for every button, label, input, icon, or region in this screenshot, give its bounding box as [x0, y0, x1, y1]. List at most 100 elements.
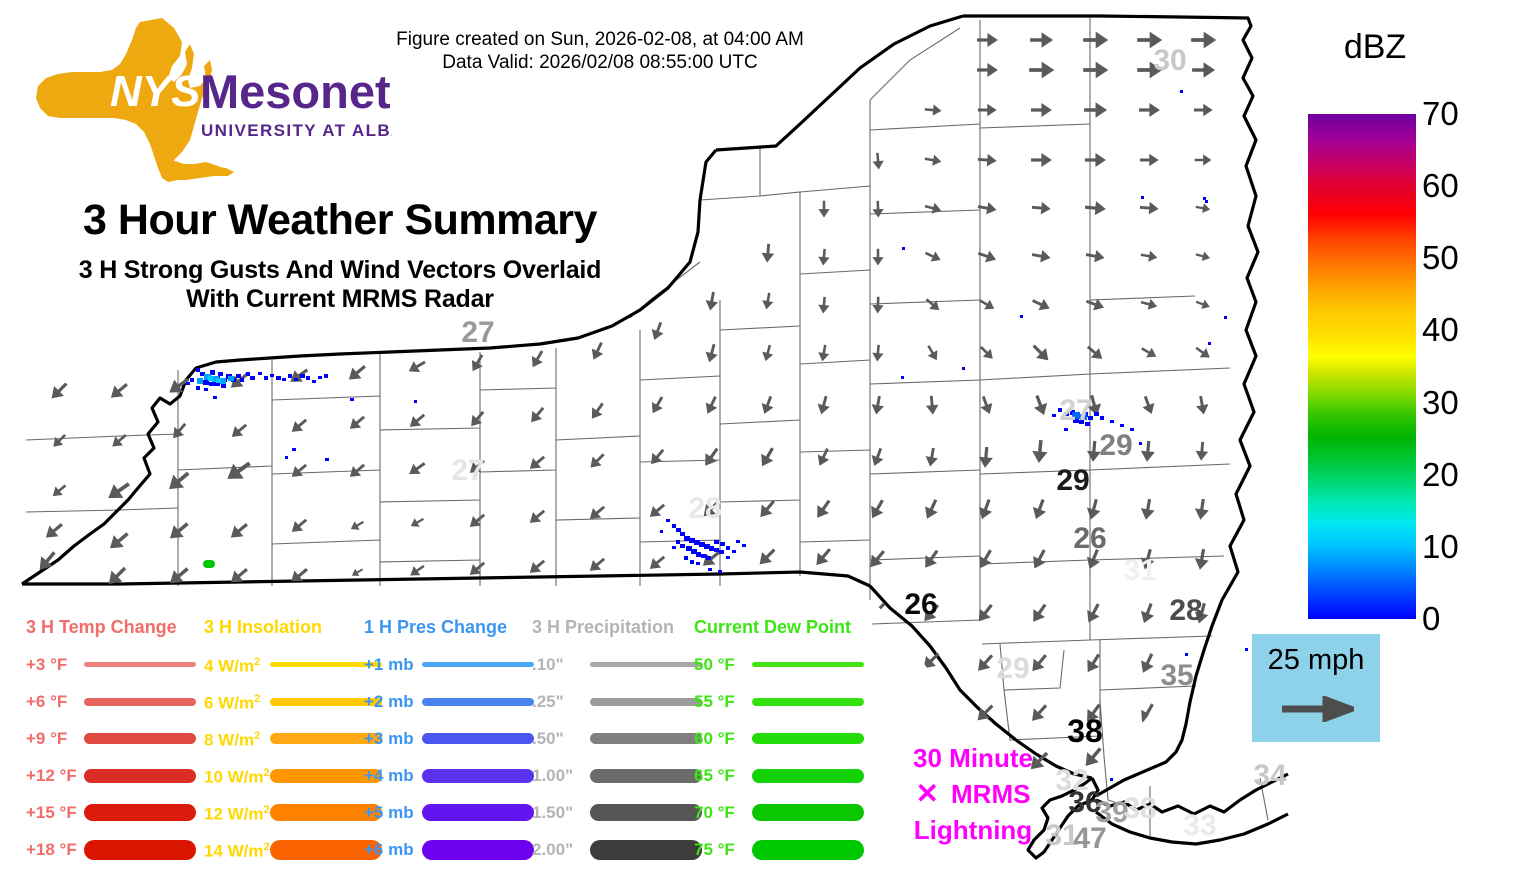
legend-rows: +3 °F +6 °F +9 °F +12 °F +15 °F +18 °F	[26, 646, 202, 868]
subtitle-line-2: With Current MRMS Radar	[186, 285, 494, 313]
legend-row-swatch-cell	[590, 768, 708, 783]
legend-row-label: +1 mb	[364, 655, 414, 674]
legend-row-label: 12 W/m2	[204, 804, 270, 824]
colorbar-title: dBZ	[1343, 28, 1407, 66]
legend-row-swatch-cell	[422, 768, 540, 783]
legend-row: 75 °F	[694, 831, 870, 868]
gust-value-label: 29	[1056, 464, 1089, 497]
legend-column-title: 1 H Pres Change	[364, 617, 508, 637]
legend-column-title: 3 H Insolation	[204, 617, 323, 637]
logo-nys-text: NYS	[110, 67, 200, 116]
legend-row-swatch-cell	[84, 662, 202, 667]
gust-value-labels: 3027272729292826312628293538323432363938…	[451, 44, 1287, 855]
colorbar-tick-70: 70	[1422, 95, 1459, 132]
legend-row-swatch-cell	[270, 733, 388, 744]
legend-row-swatch-cell	[422, 662, 540, 667]
legend-row: +6 °F	[26, 683, 202, 720]
legend-row: 8 W/m2	[204, 720, 388, 757]
legend-row-label: .25"	[532, 692, 564, 711]
gust-value-label: 38	[1067, 713, 1103, 749]
legend-row-label: 4 W/m2	[204, 656, 261, 676]
gust-value-label: 33	[1183, 809, 1216, 842]
legend-row: +3 °F	[26, 646, 202, 683]
legend-color-swatch	[590, 733, 702, 744]
legend-rows: .10" .25" .50" 1.00" 1.50" 2.00"	[532, 646, 708, 868]
legend-column-1: 3 H Insolation 4 W/m2 6 W/m2 8 W/m2 10 W/m2 1…	[204, 616, 382, 860]
legend-row-label: +6 °F	[26, 692, 68, 711]
subtitle-line-1: 3 H Strong Gusts And Wind Vectors Overla…	[78, 256, 602, 284]
legend-color-swatch	[752, 768, 864, 783]
lightning-legend-duration: 30 Minute	[913, 743, 1033, 773]
lightning-legend-line-1: 30 Minute	[878, 740, 1068, 776]
gust-value-label: 29	[996, 652, 1029, 685]
colorbar-tick-50: 50	[1422, 239, 1459, 277]
gust-value-label: 39	[1095, 796, 1128, 829]
legend-row-swatch-cell	[590, 839, 708, 860]
legend-row-swatch-cell	[422, 697, 540, 706]
legend-row: +12 °F	[26, 757, 202, 794]
legend-color-swatch	[422, 804, 534, 821]
legend-row-swatch-cell	[752, 733, 870, 744]
legend-row-swatch-cell	[752, 662, 870, 667]
legend-row-swatch-cell	[422, 733, 540, 744]
legend-row-label: +4 mb	[364, 766, 414, 785]
lightning-legend-source: MRMS	[951, 779, 1031, 809]
legend-row-swatch-cell	[84, 733, 202, 744]
legend-color-swatch	[84, 733, 196, 744]
dbz-colorbar: dBZ 70 60 50 40 30 20 10 0	[1300, 16, 1536, 635]
new-york-state-map: 3027272729292826312628293538323432363938…	[21, 14, 1289, 860]
colorbar-gradient	[1308, 114, 1416, 619]
legend-rows: +1 mb +2 mb +3 mb +4 mb +5 mb +6 mb	[364, 646, 540, 868]
legend-color-swatch	[270, 804, 382, 821]
legend-color-swatch	[422, 839, 534, 860]
legend-column-0: 3 H Temp Change +3 °F +6 °F +9 °F +12 °F +15 …	[26, 616, 196, 860]
legend-color-swatch	[752, 662, 864, 667]
legend-color-swatch	[752, 804, 864, 821]
legend-row-swatch-cell	[84, 697, 202, 706]
legend-row-label: 14 W/m2	[204, 841, 270, 861]
colorbar-tick-10: 10	[1422, 527, 1459, 565]
legend-color-swatch	[590, 662, 702, 667]
legend-column-2: 1 H Pres Change +1 mb +2 mb +3 mb +4 mb +5 mb…	[364, 616, 534, 860]
legend-row-swatch-cell	[270, 839, 388, 860]
colorbar-tick-20: 20	[1422, 455, 1459, 493]
legend-rows: 50 °F 55 °F 60 °F 65 °F 70 °F 75 °F	[694, 646, 870, 868]
legend-row: +6 mb	[364, 831, 540, 868]
legend-row-label: 65 °F	[694, 766, 735, 785]
legend-row-label: +5 mb	[364, 803, 414, 822]
legend-row-label: 50 °F	[694, 655, 735, 674]
legend-row: 2.00"	[532, 831, 708, 868]
legend-color-swatch	[84, 662, 196, 667]
legend-color-swatch	[270, 733, 382, 744]
legend-color-swatch	[422, 768, 534, 783]
legend-row-label: .50"	[532, 729, 564, 748]
page-subtitle: 3 H Strong Gusts And Wind Vectors Overla…	[10, 256, 670, 314]
legend-color-swatch	[590, 804, 702, 821]
figure-timestamp-block: Figure created on Sun, 2026-02-08, at 04…	[340, 28, 860, 74]
legend-row-swatch-cell	[422, 839, 540, 860]
legend-row-swatch-cell	[84, 839, 202, 860]
legend-row-swatch-cell	[84, 768, 202, 783]
legend-color-swatch	[590, 768, 702, 783]
legend-row-swatch-cell	[752, 839, 870, 860]
legend-row-label: .10"	[532, 655, 564, 674]
legend-row-label: +18 °F	[26, 840, 77, 859]
legend-row-swatch-cell	[422, 804, 540, 821]
colorbar-tick-60: 60	[1422, 167, 1459, 205]
legend-color-swatch	[422, 697, 534, 706]
legend-row-swatch-cell	[590, 804, 708, 821]
legend-row-label: +15 °F	[26, 803, 77, 822]
gust-value-label: 28	[1169, 594, 1202, 627]
legend-row: 50 °F	[694, 646, 870, 683]
legend-row-label: 60 °F	[694, 729, 735, 748]
legend-row-swatch-cell	[752, 804, 870, 821]
legend-column-title: 3 H Precipitation	[532, 617, 675, 637]
legend-row-label: 70 °F	[694, 803, 735, 822]
legend-color-swatch	[270, 697, 382, 706]
legend-row: 4 W/m2	[204, 646, 388, 683]
legend-row-label: 10 W/m2	[204, 767, 270, 787]
legend-row-swatch-cell	[590, 697, 708, 706]
page-title: 3 Hour Weather Summary	[83, 196, 597, 244]
lightning-legend-label: Lightning	[913, 815, 1033, 845]
